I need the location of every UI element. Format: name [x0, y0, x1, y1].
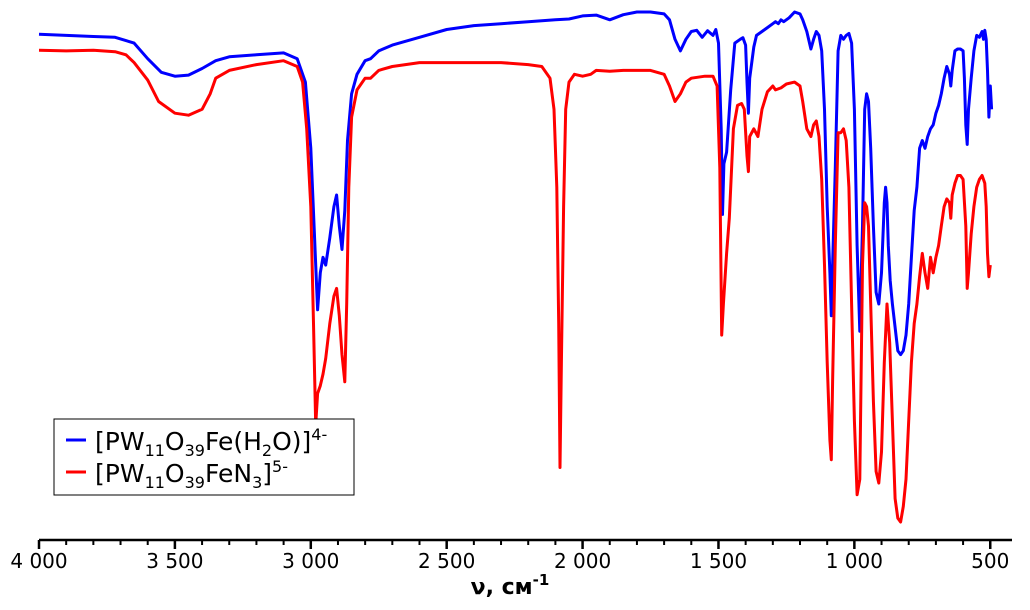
x-axis-title: ν, см-1: [471, 571, 550, 600]
x-tick-label: 2 000: [554, 549, 611, 573]
series-line-1: [38, 10, 994, 357]
x-tick-label: 500: [971, 549, 1009, 573]
series-line-2: [38, 48, 992, 524]
x-axis: 4 000 3 500 3 000 2 500 2 000 1 500 1 000 500: [10, 538, 1012, 573]
legend-label-series-2: [PW11O39FeN3]5-: [95, 457, 288, 492]
x-tick-label: 1 000: [826, 549, 883, 573]
x-axis-title-main: ν, см: [471, 575, 533, 600]
x-axis-title-superscript: -1: [533, 571, 550, 589]
x-tick-label: 2 500: [418, 549, 475, 573]
x-tick-label: 4 000: [10, 549, 67, 573]
x-tick-label: 3 000: [282, 549, 339, 573]
legend: [PW11O39Fe(H2O)]4- [PW11O39FeN3]5-: [53, 418, 355, 496]
plot-area: [38, 10, 994, 524]
legend-label-series-1: [PW11O39Fe(H2O)]4-: [95, 425, 327, 460]
legend-box: [53, 418, 355, 496]
x-tick-label: 1 500: [690, 549, 747, 573]
x-tick-label: 3 500: [146, 549, 203, 573]
